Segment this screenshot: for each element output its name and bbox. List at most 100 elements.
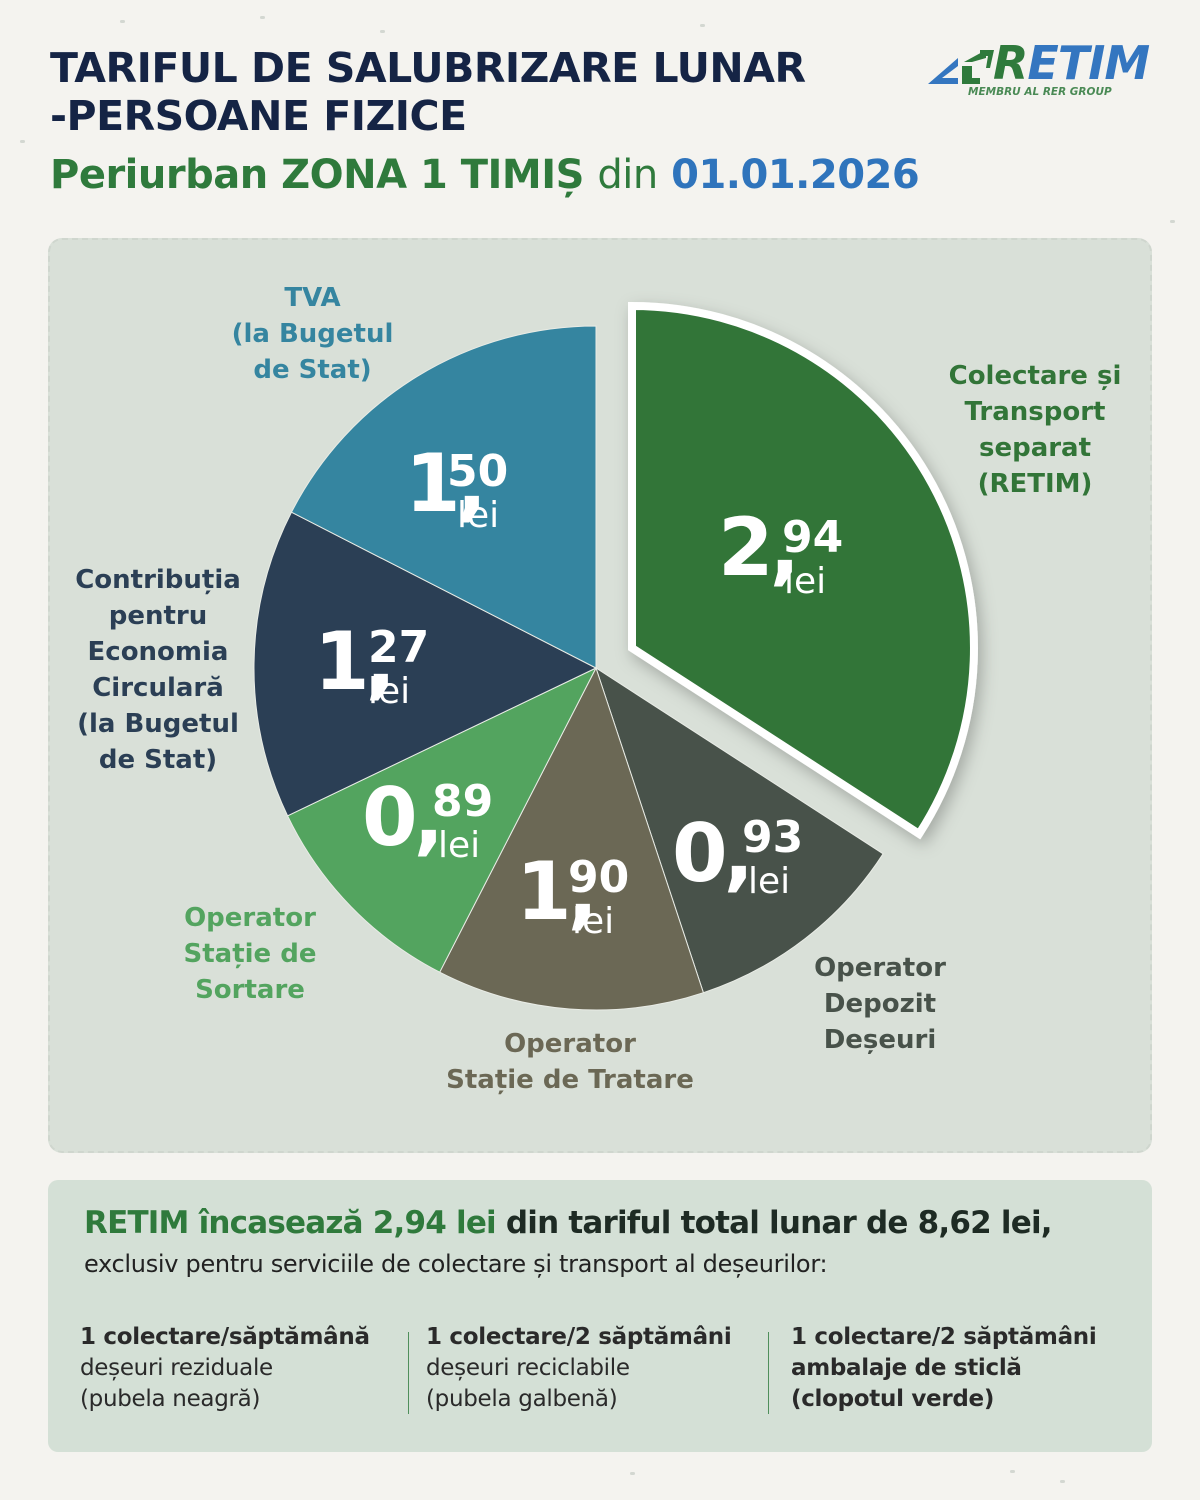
slice-sortare[interactable] <box>286 666 598 973</box>
slice-retim[interactable] <box>628 301 978 840</box>
slice-depozit[interactable] <box>595 666 884 994</box>
value-unit: lei <box>748 861 791 902</box>
slice-economie-circulara[interactable] <box>253 511 598 817</box>
label-line: Economia <box>87 637 229 667</box>
waste-type: ambalaje de sticlă <box>791 1355 1022 1381</box>
label-line: (la Bugetul <box>231 319 394 349</box>
label-line: Depozit <box>823 989 937 1019</box>
label-tva: TVA (la Bugetul de Stat) <box>200 280 425 388</box>
waste-type: deșeuri reziduale <box>80 1355 273 1381</box>
value-int: 1 <box>405 437 461 530</box>
value-economie-circulara: 1, 27 lei <box>314 622 429 710</box>
waste-type: deșeuri reciclabile <box>426 1355 630 1381</box>
value-comma: , <box>723 807 755 900</box>
speck <box>120 20 125 23</box>
logo-wordmark: RETIM <box>993 36 1150 90</box>
value-depozit: 0, 93 lei <box>672 814 803 900</box>
title-line-1: TARIFUL DE SALUBRIZARE LUNAR <box>50 44 806 92</box>
info-headline-dark: din tariful total lunar de 8,62 lei, <box>495 1205 1053 1241</box>
logo-r: R <box>993 36 1028 90</box>
slice-tva[interactable] <box>290 325 597 669</box>
label-economie-circulara: Contribuția pentru Economia Circulară (l… <box>48 562 268 778</box>
speck <box>20 140 25 143</box>
freq-line: 1 colectare/2 săptămâni <box>426 1324 732 1350</box>
slice-tratare[interactable] <box>439 666 705 1011</box>
label-line: (RETIM) <box>977 469 1093 499</box>
frequency-col-reciclabil: 1 colectare/2 săptămâni deșeuri reciclab… <box>426 1322 732 1415</box>
value-comma: , <box>456 437 488 530</box>
label-line: Sortare <box>195 975 305 1005</box>
label-line: Operator <box>184 903 316 933</box>
page-title: TARIFUL DE SALUBRIZARE LUNAR -PERSOANE F… <box>50 44 806 140</box>
label-line: de Stat) <box>253 355 372 385</box>
speck <box>630 1472 635 1475</box>
frequency-col-rezidual: 1 colectare/săptămână deșeuri reziduale … <box>80 1322 370 1415</box>
logo-tagline: MEMBRU AL RER GROUP <box>968 86 1112 98</box>
column-divider <box>408 1332 409 1414</box>
speck <box>260 16 265 19</box>
label-line: Stație de Tratare <box>446 1065 694 1095</box>
value-comma: , <box>769 501 801 594</box>
label-line: Operator <box>504 1029 636 1059</box>
freq-line: 1 colectare/2 săptămâni <box>791 1324 1097 1350</box>
column-divider <box>768 1332 769 1414</box>
value-unit: lei <box>572 901 615 942</box>
value-tva: 1, 50 lei <box>405 444 508 534</box>
title-line-2: -PERSOANE FIZICE <box>50 92 467 140</box>
info-subtitle: exclusiv pentru serviciile de colectare … <box>84 1250 828 1278</box>
bin-type: (clopotul verde) <box>791 1386 995 1412</box>
retim-logo: RETIM MEMBRU AL RER GROUP <box>928 36 1150 102</box>
label-line: (la Bugetul <box>77 709 239 739</box>
value-int: 2 <box>718 501 774 594</box>
value-dec: 89 <box>432 776 494 827</box>
value-retim: 2, 94 lei <box>718 508 843 600</box>
value-tratare: 1, 90 lei <box>516 852 629 940</box>
value-unit: lei <box>438 825 481 866</box>
value-unit: lei <box>368 671 411 712</box>
speck <box>1010 1470 1015 1473</box>
speck <box>1170 220 1175 223</box>
label-line: separat <box>978 433 1092 463</box>
value-dec: 93 <box>742 812 804 863</box>
value-unit: lei <box>784 561 827 602</box>
value-dec: 50 <box>447 446 509 497</box>
label-retim: Colectare și Transport separat (RETIM) <box>920 358 1150 502</box>
frequency-col-sticla: 1 colectare/2 săptămâni ambalaje de stic… <box>791 1322 1097 1415</box>
subtitle-din: din <box>597 152 658 198</box>
label-line: de Stat) <box>98 745 218 775</box>
value-dec: 94 <box>782 512 844 563</box>
value-dec: 27 <box>368 622 430 673</box>
info-box: RETIM încasează 2,94 lei din tariful tot… <box>48 1180 1152 1452</box>
label-depozit: Operator Depozit Deșeuri <box>780 950 980 1058</box>
speck <box>1060 1480 1065 1483</box>
label-line: TVA <box>284 283 341 313</box>
bin-type: (pubela galbenă) <box>426 1386 618 1412</box>
house-arrow-icon <box>928 50 994 84</box>
speck <box>700 24 705 27</box>
value-int: 1 <box>516 845 572 938</box>
label-line: Operator <box>814 953 946 983</box>
label-tratare: Operator Stație de Tratare <box>420 1026 720 1098</box>
label-line: Transport <box>964 397 1106 427</box>
label-line: Deșeuri <box>823 1025 937 1055</box>
value-int: 0 <box>672 807 728 900</box>
label-line: Contribuția <box>75 565 241 595</box>
value-comma: , <box>365 615 397 708</box>
speck <box>380 30 385 33</box>
label-line: Colectare și <box>948 361 1122 391</box>
value-comma: , <box>413 771 445 864</box>
label-line: Circulară <box>92 673 224 703</box>
info-headline-green: RETIM încasează 2,94 lei <box>84 1205 497 1241</box>
label-sortare: Operator Stație de Sortare <box>150 900 350 1008</box>
bin-type: (pubela neagră) <box>80 1386 261 1412</box>
logo-etim: ETIM <box>1027 36 1150 90</box>
value-comma: , <box>567 845 599 938</box>
subtitle: Periurban ZONA 1 TIMIȘ din 01.01.2026 <box>50 152 920 198</box>
value-int: 0 <box>362 771 418 864</box>
value-unit: lei <box>457 495 500 536</box>
label-line: Stație de <box>183 939 317 969</box>
value-sortare: 0, 89 lei <box>362 778 493 864</box>
label-line: pentru <box>108 601 208 631</box>
subtitle-date: 01.01.2026 <box>671 152 920 198</box>
